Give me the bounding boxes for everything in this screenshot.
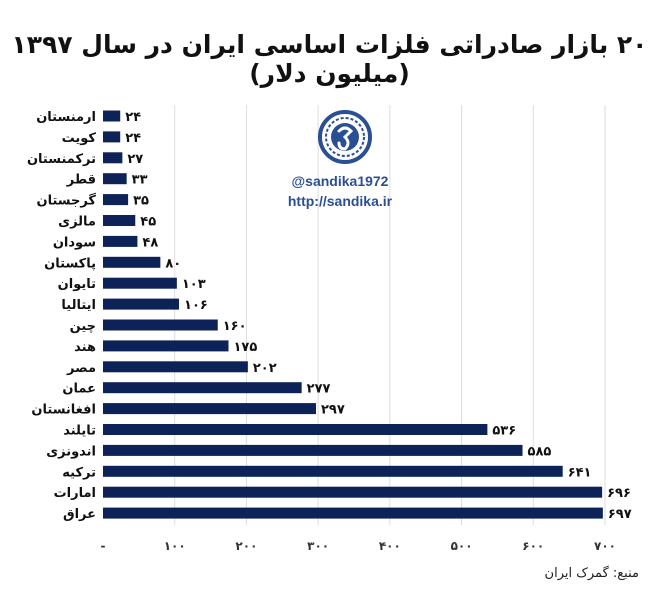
category-labels: ارمنستان کویت ترکمنستان قطر گرجستان مالزی سودا… [27, 110, 96, 522]
category-label: امارات [54, 486, 96, 501]
bar [103, 507, 603, 519]
value-label: ۱۰۳ [182, 277, 206, 292]
value-label: ۱۶۰ [223, 319, 247, 334]
bar [103, 277, 177, 289]
value-label: ۲۷۷ [307, 382, 331, 397]
bar [103, 194, 129, 206]
bar [103, 152, 123, 164]
category-label: هند [74, 340, 96, 355]
value-label: ۶۹۶ [607, 486, 631, 501]
bar [103, 361, 248, 373]
bars [103, 110, 603, 519]
bar [103, 382, 302, 394]
bar [103, 173, 127, 185]
value-label: ۱۷۵ [234, 340, 258, 355]
source-note: منبع: گمرک ایران [544, 566, 639, 581]
bar [103, 110, 121, 122]
watermark-url: http://sandika.ir [288, 193, 393, 209]
bar [103, 319, 218, 331]
x-tick-label: - [101, 539, 106, 553]
value-label: ۱۰۶ [184, 298, 208, 313]
category-label: عراق [63, 507, 96, 522]
x-tick-label: ۴۰۰ [379, 539, 401, 553]
category-label: ارمنستان [36, 110, 96, 125]
watermark-handle: @sandika1972 [292, 173, 389, 189]
category-label: اندونزی [46, 444, 96, 459]
category-label: ایتالیا [61, 298, 96, 313]
category-label: گرجستان [36, 193, 96, 209]
category-label: کویت [62, 131, 97, 146]
chart-title: ۲۰ بازار صادراتی فلزات اساسی ایران در سا… [11, 30, 648, 88]
x-tick-label: ۲۰۰ [235, 539, 257, 553]
value-label: ۲۴ [125, 110, 141, 125]
category-label: سودان [53, 235, 96, 250]
value-label: ۴۸ [142, 235, 158, 250]
bar [103, 256, 161, 268]
category-label: مالزی [58, 215, 96, 230]
value-label: ۲۷ [127, 152, 143, 167]
x-tick-label: ۵۰۰ [451, 539, 473, 553]
value-label: ۵۳۶ [492, 424, 516, 439]
bar [103, 298, 180, 310]
value-label: ۲۰۲ [253, 361, 277, 376]
category-label: مصر [66, 361, 96, 376]
value-label: ۲۹۷ [321, 403, 345, 418]
bar [103, 235, 138, 247]
category-label: ترکیه [62, 465, 96, 480]
value-label: ۶۴۱ [568, 465, 592, 480]
value-label: ۵۸۵ [528, 444, 552, 459]
bar [103, 403, 316, 415]
value-label: ۸۰ [165, 256, 181, 271]
x-tick-label: ۷۰۰ [594, 539, 616, 553]
category-label: افغانستان [31, 403, 96, 418]
bar [103, 131, 121, 143]
category-label: پاکستان [44, 256, 96, 271]
x-tick-labels: - ۱۰۰ ۲۰۰ ۳۰۰ ۴۰۰ ۵۰۰ ۶۰۰ ۷۰۰ [101, 539, 616, 553]
category-label: چین [70, 319, 96, 334]
x-tick-label: ۱۰۰ [164, 539, 186, 553]
category-label: تایوان [58, 277, 96, 292]
bar [103, 444, 523, 456]
value-label: ۲۴ [125, 131, 141, 146]
category-label: عمان [62, 382, 96, 397]
bar [103, 340, 229, 352]
value-label: ۳۳ [132, 173, 148, 188]
bar [103, 465, 563, 477]
x-tick-label: ۳۰۰ [307, 539, 329, 553]
bar [103, 486, 603, 498]
sandika-logo [318, 110, 372, 164]
category-label: قطر [66, 173, 96, 188]
value-label: ۶۹۷ [608, 507, 632, 522]
category-label: تایلند [63, 424, 96, 439]
value-label: ۳۵ [133, 194, 149, 209]
value-label: ۴۵ [140, 215, 156, 230]
bar [103, 424, 488, 435]
x-tick-label: ۶۰۰ [522, 539, 544, 553]
grid-lines [174, 105, 606, 525]
category-label: ترکمنستان [27, 152, 96, 167]
bar [103, 215, 136, 226]
